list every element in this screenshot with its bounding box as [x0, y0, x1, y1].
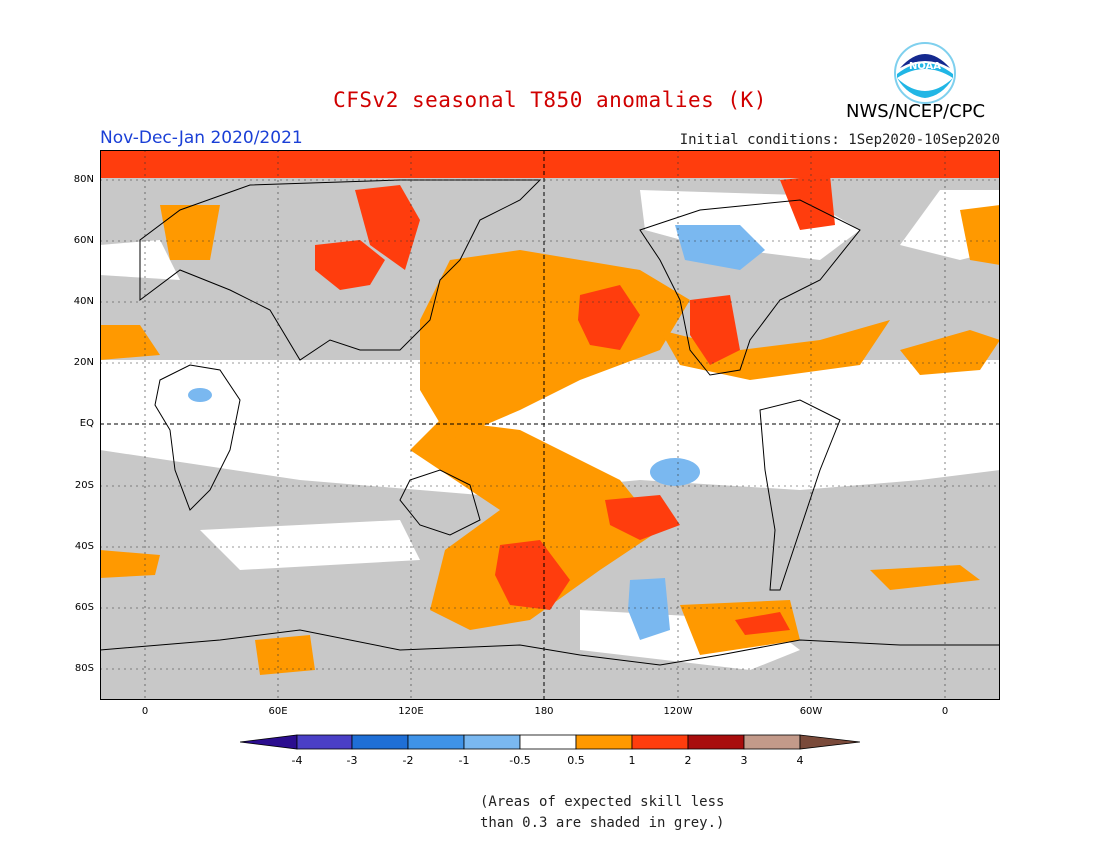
colorbar-tick: -0.5 — [509, 754, 531, 767]
cold-anomaly-east-pacific — [650, 458, 700, 486]
warm-anomaly-europe — [160, 205, 220, 260]
skill-note-line2: than 0.3 are shaded in grey.) — [480, 815, 725, 831]
antarctica-outline — [100, 629, 1000, 666]
warm-anomaly-scandinavia — [960, 205, 1000, 265]
warm-anomaly-sahara — [100, 325, 160, 360]
colorbar-tick: -1 — [458, 754, 470, 767]
season-label: Nov-Dec-Jan 2020/2021 — [100, 128, 303, 148]
coastlines — [100, 179, 1000, 666]
cold-anomaly-alaska — [675, 225, 765, 270]
lon-label: 180 — [534, 706, 554, 717]
lon-label: 60E — [268, 706, 288, 717]
hot-anomaly-new-zealand — [495, 540, 570, 610]
hot-anomaly-antarctic-peninsula — [735, 612, 790, 635]
eurasia-outline — [139, 179, 542, 361]
hot-anomaly-north-america — [690, 295, 740, 365]
colorbar-swatch — [296, 734, 353, 750]
colorbar-swatch — [799, 734, 860, 750]
colorbar-swatch — [687, 734, 745, 750]
initial-conditions-label: Initial conditions: 1Sep2020-10Sep2020 — [679, 132, 1000, 148]
agency-label: NWS/NCEP/CPC — [846, 101, 986, 122]
hot-anomaly-south-pacific — [605, 495, 680, 540]
lat-label: 20S — [74, 480, 94, 491]
colorbar-tick: 4 — [796, 754, 804, 767]
colorbar-tick: -2 — [402, 754, 414, 767]
colorbar-tick: 3 — [740, 754, 748, 767]
colorbar — [240, 734, 860, 750]
africa-outline — [154, 364, 241, 511]
colorbar-tick: -3 — [346, 754, 358, 767]
colorbar-swatch — [743, 734, 801, 750]
colorbar-tick: 0.5 — [567, 754, 585, 767]
hot-anomaly-north-pacific — [578, 285, 640, 350]
map-frame — [100, 150, 1000, 700]
warm-anomaly-south-atlantic-east — [870, 565, 980, 590]
warm-anomaly-atlantic — [900, 330, 1000, 375]
lon-label: 0 — [941, 706, 949, 717]
colorbar-swatch — [575, 734, 633, 750]
colorbar-swatch — [240, 734, 298, 750]
lat-label: EQ — [79, 418, 94, 429]
colorbar-tick: -4 — [291, 754, 303, 767]
hot-anomaly-canada-arctic — [780, 175, 835, 230]
hot-anomaly-east-asia — [355, 185, 420, 270]
colorbar-swatch — [463, 734, 521, 750]
australia-outline — [399, 469, 481, 536]
lat-label: 60S — [74, 602, 94, 613]
colorbar-tick: 1 — [628, 754, 636, 767]
anomaly-map — [100, 150, 1000, 700]
lat-label: 80S — [74, 663, 94, 674]
lat-label: 40N — [73, 296, 94, 307]
colorbar-swatch — [407, 734, 465, 750]
lat-label: 20N — [73, 357, 94, 368]
south-america-outline — [759, 399, 841, 591]
lon-label: 120E — [398, 706, 424, 717]
cold-anomaly-southeast-pacific — [628, 578, 670, 640]
lat-label: 80N — [73, 174, 94, 185]
lat-label: 40S — [74, 541, 94, 552]
colorbar-tick: 2 — [684, 754, 692, 767]
skill-note-line1: (Areas of expected skill less — [480, 794, 725, 810]
graticule — [100, 150, 1000, 700]
warm-anomaly-south-pacific — [410, 420, 660, 630]
neutral-region — [200, 520, 420, 570]
cold-anomaly-west-africa — [188, 388, 212, 402]
lon-label: 0 — [141, 706, 149, 717]
hot-anomaly-siberia — [315, 240, 385, 290]
north-america-outline — [639, 199, 861, 376]
lat-label: 60N — [73, 235, 94, 246]
neutral-tropics — [100, 360, 1000, 495]
lon-label: 120W — [663, 706, 693, 717]
warm-anomaly-southern-ocean — [255, 635, 315, 675]
warm-anomaly-east-pacific — [660, 320, 890, 380]
map-title: CFSv2 seasonal T850 anomalies (K) — [333, 88, 767, 112]
lon-label: 60W — [799, 706, 823, 717]
logo-text: NOAA — [909, 61, 941, 72]
noaa-logo: NOAA — [894, 42, 956, 104]
skill-note: (Areas of expected skill less than 0.3 a… — [480, 792, 724, 834]
colorbar-swatch — [519, 734, 577, 750]
colorbar-swatch — [351, 734, 409, 750]
warm-anomaly-arctic — [100, 150, 1000, 178]
colorbar-swatch — [631, 734, 689, 750]
